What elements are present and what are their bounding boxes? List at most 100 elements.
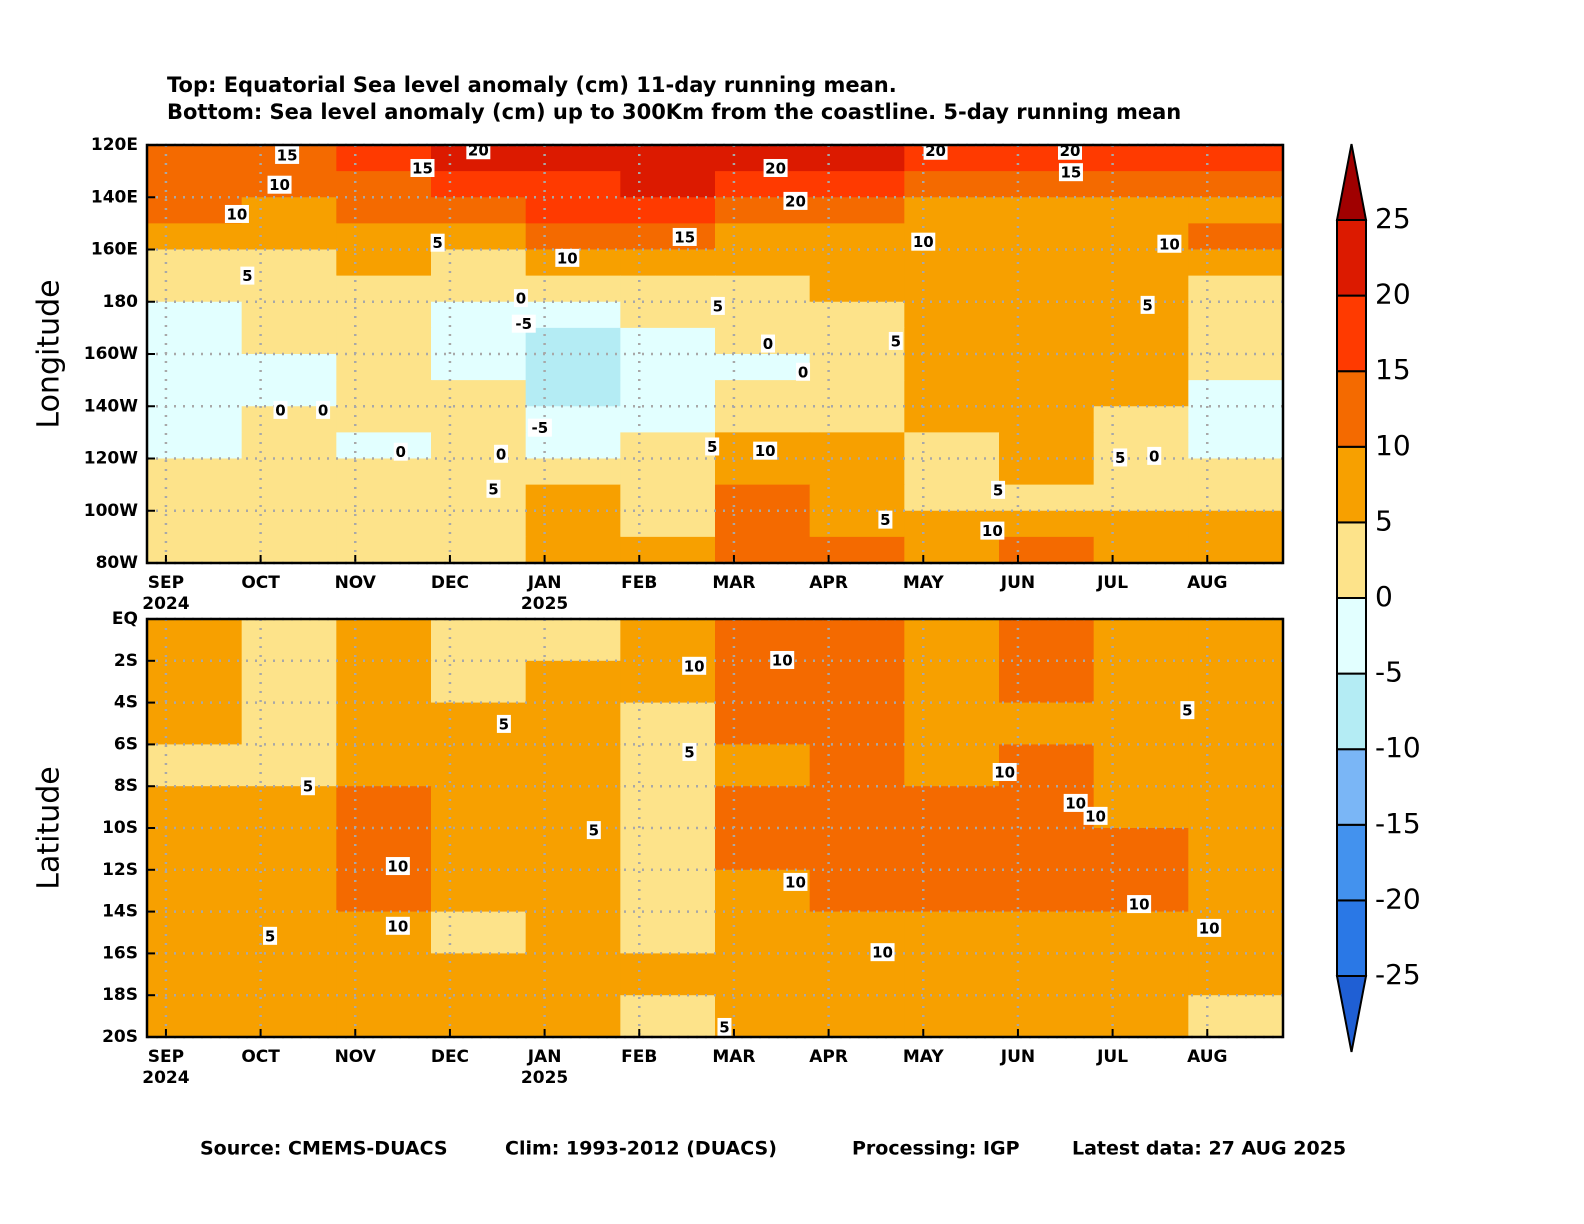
cell	[809, 660, 905, 704]
contour-label: 10	[557, 249, 578, 267]
contour-label: 10	[1199, 919, 1220, 937]
cell	[1188, 744, 1283, 787]
contour-label: 20	[925, 142, 946, 160]
cell	[999, 380, 1095, 407]
cell	[147, 432, 243, 460]
plot-frame	[145, 143, 1285, 565]
contour-label-bg	[385, 857, 410, 876]
cell	[715, 510, 811, 538]
footer-clim: Clim: 1993-2012 (DUACS)	[505, 1138, 777, 1160]
cell	[525, 536, 621, 563]
contour-label: 10	[1085, 807, 1106, 825]
cell	[525, 354, 621, 381]
cell	[431, 536, 527, 563]
cell	[241, 249, 337, 277]
contour-label: 10	[684, 657, 705, 675]
colorbar-band	[1336, 748, 1367, 826]
cell	[336, 702, 432, 745]
cell	[525, 197, 621, 224]
contour-label-bg	[1140, 295, 1155, 314]
y-tick-label: 160W	[84, 344, 138, 364]
contour-label-bg	[496, 714, 511, 733]
contour-label: 10	[785, 873, 806, 891]
contour-label-bg	[273, 400, 288, 419]
cell	[431, 275, 527, 303]
cell	[525, 995, 621, 1037]
cell	[147, 458, 243, 486]
cell	[241, 828, 337, 871]
contour-label-bg	[888, 331, 903, 350]
contour-label-bg	[555, 248, 580, 267]
cell	[147, 660, 243, 704]
contour-label-bg	[511, 314, 536, 333]
cell	[620, 301, 716, 329]
cell	[809, 702, 905, 745]
cell	[431, 380, 527, 407]
contour-label-bg	[710, 296, 725, 315]
cell	[809, 536, 905, 563]
cell	[525, 223, 621, 251]
cell	[809, 223, 905, 251]
cell	[620, 995, 716, 1037]
cell	[620, 869, 716, 913]
cell	[1188, 995, 1283, 1037]
cell	[999, 660, 1095, 704]
cell	[1093, 406, 1189, 433]
cell	[904, 327, 1000, 355]
cell	[809, 354, 905, 381]
contour-label: 20	[785, 192, 806, 210]
contour-label-bg	[705, 437, 720, 456]
contour-label-bg	[267, 175, 292, 194]
cell	[525, 869, 621, 913]
cell	[1093, 249, 1189, 277]
contour-label-bg	[991, 480, 1006, 499]
cell	[715, 660, 811, 704]
cell	[809, 275, 905, 303]
cell	[336, 458, 432, 486]
cell	[620, 406, 716, 433]
colorbar-label: -5	[1375, 656, 1403, 689]
contour-label-bg	[1147, 446, 1162, 465]
cell	[715, 275, 811, 303]
cell	[336, 786, 432, 829]
cell	[999, 619, 1095, 662]
contour-label: 0	[763, 335, 773, 353]
cell	[336, 275, 432, 303]
cell	[431, 354, 527, 381]
cell	[999, 510, 1095, 538]
cell	[336, 327, 432, 355]
x-tick-label: AUG	[1187, 573, 1227, 593]
cell	[1093, 536, 1189, 563]
x-tick-label: SEP	[148, 573, 184, 593]
cell	[620, 458, 716, 486]
cell	[620, 702, 716, 745]
cell	[620, 197, 716, 224]
cell	[904, 275, 1000, 303]
colorbar-label: 25	[1375, 202, 1411, 235]
contour-label: 5	[589, 822, 599, 840]
cell	[431, 911, 527, 954]
y-axis-label: Longitude	[32, 279, 67, 428]
y-tick-label: 8S	[114, 776, 138, 796]
contour-label: 5	[684, 743, 694, 761]
cell	[999, 702, 1095, 745]
footer-processing: Processing: IGP	[852, 1138, 1020, 1160]
contour-label: 5	[242, 267, 252, 285]
cell	[241, 953, 337, 996]
cell	[241, 744, 337, 787]
contour-label: 20	[1060, 142, 1081, 160]
cell	[241, 301, 337, 329]
x-tick-label: JAN	[527, 573, 562, 593]
cell	[904, 301, 1000, 329]
cell	[147, 275, 243, 303]
footer-latest: Latest data: 27 AUG 2025	[1072, 1138, 1346, 1160]
cell	[715, 911, 811, 954]
x-tick-label: APR	[809, 573, 848, 593]
cell	[904, 380, 1000, 407]
contour-label-bg	[682, 742, 697, 761]
cell	[336, 869, 432, 913]
colorbar-label: 0	[1375, 580, 1393, 613]
cell	[241, 510, 337, 538]
cell	[1093, 458, 1189, 486]
cell	[241, 432, 337, 460]
